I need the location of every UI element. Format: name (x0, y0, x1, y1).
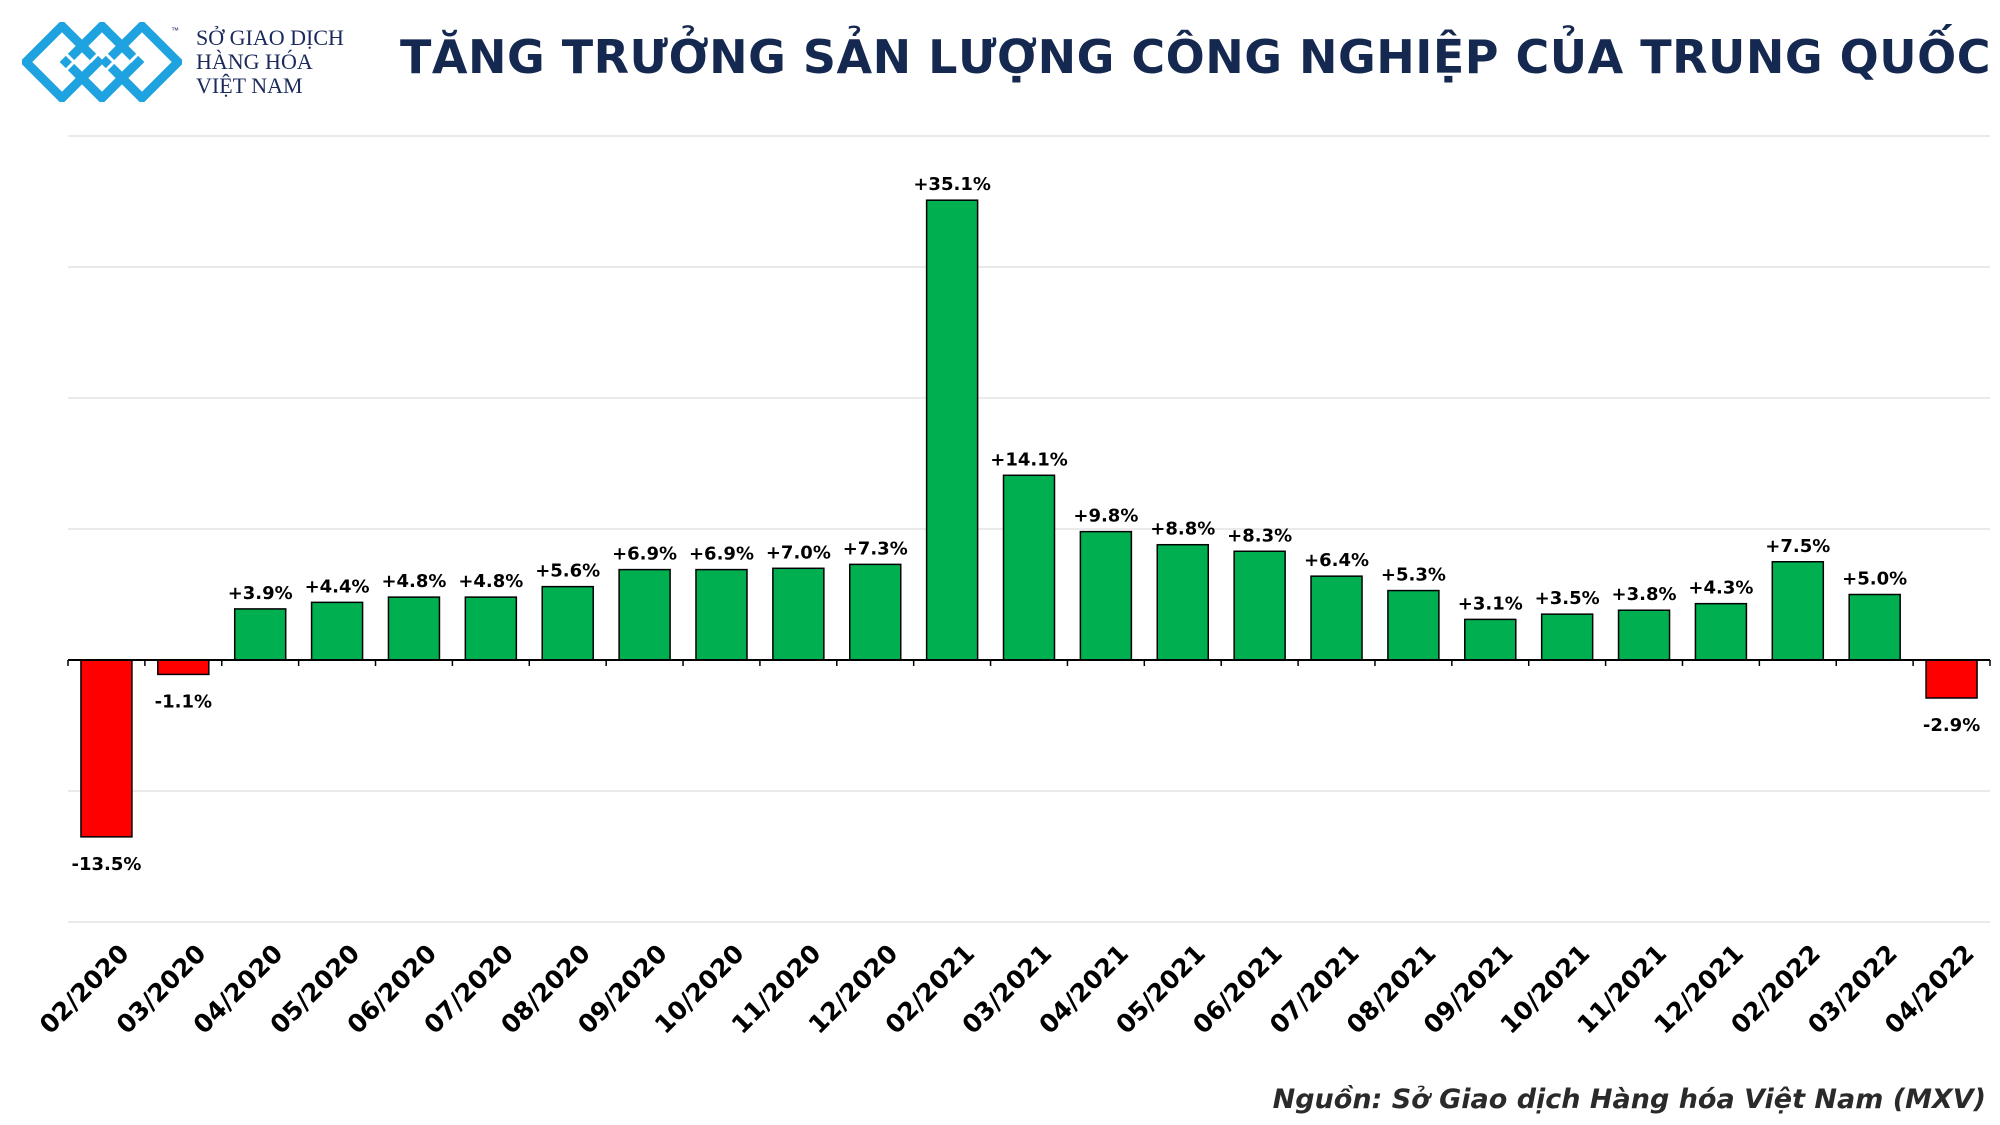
chart-title: TĂNG TRƯỞNG SẢN LƯỢNG CÔNG NGHIỆP CỦA TR… (400, 30, 1991, 84)
data-label: +3.8% (1612, 584, 1677, 605)
mxv-logo-icon (22, 22, 182, 102)
data-label: +9.8% (1073, 506, 1138, 527)
data-label: +3.9% (228, 583, 293, 604)
data-label: +5.3% (1381, 565, 1446, 586)
bar (1156, 543, 1210, 661)
trademark-mark: ™ (171, 26, 179, 35)
bar (1310, 575, 1363, 661)
bar (772, 567, 825, 661)
brand-name: SỞ GIAO DỊCH HÀNG HÓA VIỆT NAM (196, 26, 344, 98)
data-label: +4.3% (1688, 578, 1753, 599)
grid-lines (68, 135, 1990, 923)
data-labels: -13.5% -1.1% +3.9% +4.4% +4.8% +4.8% +5.6% +6.9… (71, 174, 1980, 875)
bar (387, 596, 441, 661)
header: ™ SỞ GIAO DỊCH HÀNG HÓA VIỆT NAM TĂNG TR… (0, 0, 2000, 130)
data-label: -13.5% (71, 854, 141, 875)
data-label: +7.0% (766, 542, 831, 563)
bar (1387, 589, 1440, 661)
brand-name-line: SỞ GIAO DỊCH (196, 25, 344, 50)
bar (1233, 550, 1286, 661)
bar (1771, 561, 1825, 661)
bar (1464, 618, 1517, 661)
data-label: +6.4% (1304, 550, 1369, 571)
x-axis (67, 659, 1991, 666)
bar (464, 596, 518, 661)
bar (618, 568, 671, 661)
bar (1002, 474, 1056, 661)
data-label: +3.5% (1535, 588, 1600, 609)
source-note: Nguồn: Sở Giao dịch Hàng hóa Việt Nam (M… (1272, 1084, 1986, 1115)
brand-name-line: HÀNG HÓA (196, 49, 313, 74)
bar (310, 601, 364, 661)
bar (233, 608, 287, 661)
data-label: +4.4% (305, 576, 370, 597)
data-label: +7.5% (1765, 536, 1830, 557)
data-label: +3.1% (1458, 593, 1523, 614)
bar (1079, 530, 1133, 661)
bar (1540, 613, 1594, 661)
bar (157, 659, 210, 676)
data-label: +8.3% (1227, 525, 1292, 546)
bar (925, 199, 979, 661)
data-label: -1.1% (155, 691, 212, 712)
data-label: +4.8% (458, 571, 523, 592)
data-label: +7.3% (843, 538, 908, 559)
data-label: +6.9% (689, 544, 754, 565)
data-label: +35.1% (913, 174, 991, 195)
bar (80, 659, 133, 838)
bar (1617, 609, 1671, 661)
bar (848, 563, 902, 661)
x-tick-labels: 02/202003/202004/202005/202006/202007/20… (34, 939, 1980, 1040)
data-label: -2.9% (1923, 715, 1980, 736)
data-label: +5.0% (1842, 569, 1907, 590)
data-label: +6.9% (612, 544, 677, 565)
brand-name-line: VIỆT NAM (196, 73, 303, 98)
bar (695, 568, 748, 661)
bar (1925, 659, 1978, 699)
data-label: +5.6% (535, 561, 600, 582)
bar (541, 585, 594, 661)
data-label: +4.8% (381, 571, 446, 592)
data-label: +14.1% (990, 449, 1068, 470)
data-label: +8.8% (1150, 519, 1215, 540)
bar (1694, 602, 1748, 661)
bars (80, 199, 1978, 838)
bar (1848, 593, 1901, 661)
